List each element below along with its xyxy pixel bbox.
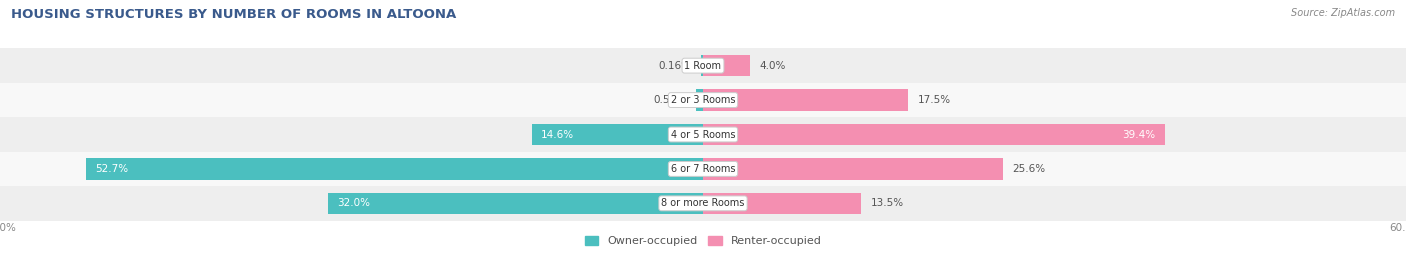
Text: 1 Room: 1 Room (685, 61, 721, 71)
Text: 14.6%: 14.6% (541, 129, 575, 140)
Bar (703, 124, 1164, 145)
Text: 2 or 3 Rooms: 2 or 3 Rooms (671, 95, 735, 105)
Bar (703, 89, 908, 111)
Bar (328, 193, 703, 214)
Text: HOUSING STRUCTURES BY NUMBER OF ROOMS IN ALTOONA: HOUSING STRUCTURES BY NUMBER OF ROOMS IN… (11, 8, 457, 21)
Text: 25.6%: 25.6% (1012, 164, 1046, 174)
Bar (0, 152, 1406, 186)
Text: 4.0%: 4.0% (759, 61, 786, 71)
Text: 0.16%: 0.16% (659, 61, 692, 71)
Text: 13.5%: 13.5% (870, 198, 904, 208)
Bar (703, 158, 1002, 180)
Bar (531, 124, 703, 145)
Text: 39.4%: 39.4% (1122, 129, 1156, 140)
Text: Source: ZipAtlas.com: Source: ZipAtlas.com (1291, 8, 1395, 18)
Bar (86, 158, 703, 180)
Text: 4 or 5 Rooms: 4 or 5 Rooms (671, 129, 735, 140)
Bar (0, 83, 1406, 117)
Bar (703, 55, 749, 76)
Text: 6 or 7 Rooms: 6 or 7 Rooms (671, 164, 735, 174)
Text: 52.7%: 52.7% (94, 164, 128, 174)
Legend: Owner-occupied, Renter-occupied: Owner-occupied, Renter-occupied (585, 236, 821, 246)
Text: 17.5%: 17.5% (917, 95, 950, 105)
Bar (0, 48, 1406, 83)
Bar (703, 193, 860, 214)
Text: 8 or more Rooms: 8 or more Rooms (661, 198, 745, 208)
Bar (702, 55, 703, 76)
Text: 32.0%: 32.0% (337, 198, 370, 208)
Bar (0, 117, 1406, 152)
Bar (0, 186, 1406, 221)
Text: 0.59%: 0.59% (654, 95, 686, 105)
Bar (696, 89, 703, 111)
